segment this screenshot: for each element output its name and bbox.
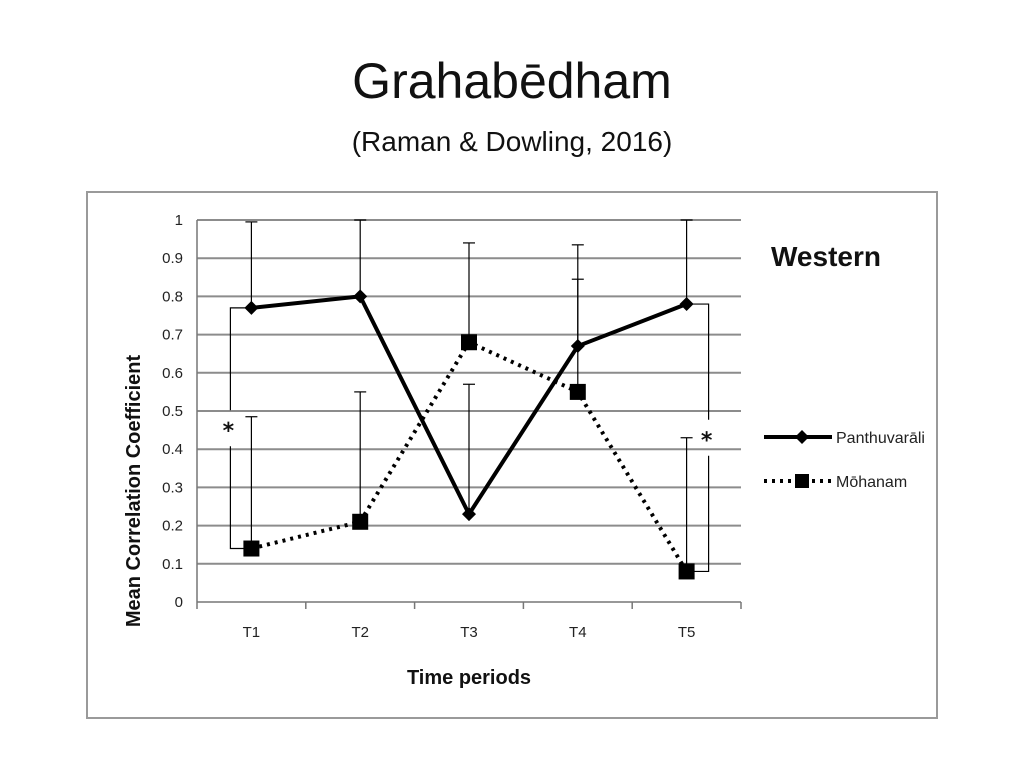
significance-star: *: [701, 429, 713, 454]
data-point-square: [352, 513, 369, 530]
y-tick-label: 0.1: [162, 556, 183, 573]
y-tick-label: 0.8: [162, 288, 183, 305]
x-tick-label: T3: [460, 624, 478, 641]
y-tick-label: 0.2: [162, 518, 183, 535]
legend-marker-1: [795, 474, 809, 488]
y-tick-label: 1: [175, 212, 183, 229]
data-point-square: [461, 334, 477, 351]
y-tick-label: 0.4: [162, 441, 183, 458]
y-tick-label: 0.7: [162, 327, 183, 344]
y-tick-label: 0.3: [162, 479, 183, 496]
data-point-square: [678, 563, 695, 580]
data-point-diamond: [244, 300, 259, 315]
tick-labels: 0 0.1 0.2 0.3 0.4 0.5 0.6 0.7 0.8 0.9 1 T1 T2 T3 T4 T5: [162, 212, 695, 641]
data-point-diamond: [462, 507, 476, 522]
y-tick-label: 0.5: [162, 403, 183, 420]
y-tick-label: 0: [175, 594, 183, 611]
data-point-diamond: [679, 297, 694, 312]
chart-frame: * * 0 0.1 0.2 0.3 0.4 0.5 0.6 0.7 0.8 0.9 1 T1 T2 T3 T4…: [86, 191, 938, 719]
legend-label: Panthuvarāli: [836, 430, 925, 447]
x-tick-label: T4: [569, 624, 587, 641]
y-tick-label: 0.6: [162, 365, 183, 382]
slide-subtitle: (Raman & Dowling, 2016): [351, 126, 673, 157]
legend-marker-0: [795, 430, 809, 444]
data-point-square: [243, 540, 260, 557]
data-point-diamond: [353, 289, 368, 304]
legend-label: Mōhanam: [836, 474, 907, 491]
data-point-diamond: [570, 339, 585, 354]
x-axis-title: Time periods: [407, 667, 531, 689]
legend: Panthuvarāli Mōhanam: [764, 430, 925, 491]
x-tick-label: T5: [678, 624, 696, 641]
slide-title: Grahabēdham: [352, 53, 672, 109]
y-axis-title: Mean Correlation Coefficient: [123, 355, 145, 628]
axes: [196, 220, 742, 609]
significance-star: *: [223, 419, 235, 444]
x-tick-label: T1: [243, 624, 261, 641]
series-markers: [243, 289, 695, 580]
error-bars: [245, 219, 693, 572]
x-tick-label: T2: [351, 624, 369, 641]
significance-brackets: * *: [223, 303, 713, 573]
panel-label: Western: [771, 241, 881, 272]
y-tick-label: 0.9: [162, 250, 183, 267]
data-point-square: [569, 383, 586, 400]
